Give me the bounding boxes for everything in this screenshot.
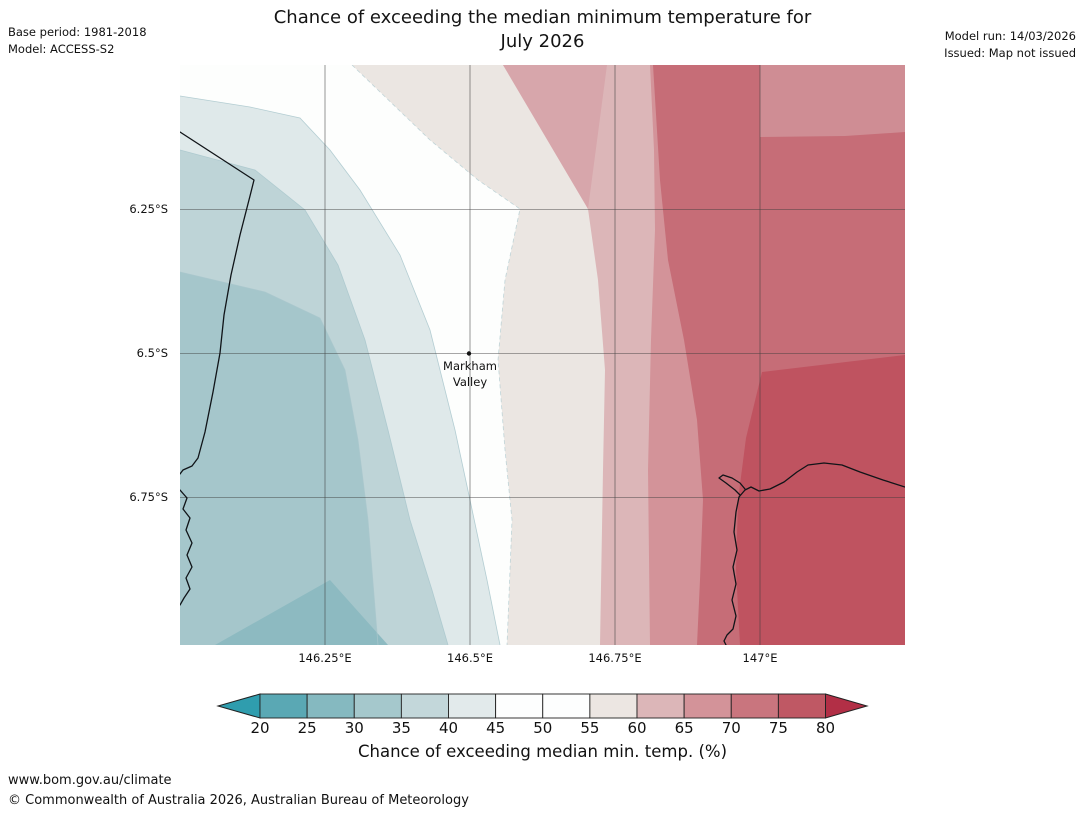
colorbar-tick-label: 40 <box>438 719 459 737</box>
colorbar-cell <box>683 693 732 719</box>
lon-tick-147e: 147°E <box>742 651 778 665</box>
colorbar <box>216 693 869 719</box>
colorbar-tick-label: 20 <box>250 719 270 737</box>
contour-line-faint-1 <box>180 95 501 645</box>
band-75-80 <box>736 355 905 645</box>
footer-copyright: © Commonwealth of Australia 2026, Austra… <box>8 793 469 808</box>
colorbar-cell <box>589 693 638 719</box>
page-title-line1: Chance of exceeding the median minimum t… <box>273 7 812 28</box>
model-run-text: Model run: 14/03/2026 <box>944 29 1076 43</box>
model-meta-left: Base period: 1981-2018 Model: ACCESS-S2 <box>8 24 147 58</box>
page-title-line2: July 2026 <box>500 31 585 52</box>
band-65-70-top-right-corner <box>760 65 905 137</box>
contour-line-faint-2 <box>180 149 449 645</box>
colorbar-tick-label: 60 <box>627 719 647 737</box>
band-30-35 <box>180 272 378 645</box>
colorbar-tick-label: 65 <box>674 719 694 737</box>
coastline-west-inlet <box>180 489 193 606</box>
colorbar-cell <box>400 693 449 719</box>
lon-tick-146-5e: 146.5°E <box>447 651 493 665</box>
coastline-west <box>180 131 255 475</box>
colorbar-tick-label: 35 <box>391 719 411 737</box>
model-name-text: Model: ACCESS-S2 <box>8 42 115 56</box>
colorbar-caption: Chance of exceeding median min. temp. (%… <box>357 742 728 761</box>
page-title: Chance of exceeding the median minimum t… <box>0 6 1085 54</box>
lat-tick-6-5s: 6.5°S <box>136 346 168 360</box>
coastlines <box>180 131 905 645</box>
location-marker-dot <box>466 351 472 356</box>
lon-tick-146-25e: 146.25°E <box>298 651 352 665</box>
lat-tick-6-75s: 6.75°S <box>129 490 168 504</box>
location-label: Markham Valley <box>410 358 530 390</box>
colorbar-arrow-left <box>216 693 261 719</box>
colorbar-cell <box>448 693 497 719</box>
colorbar-arrow-right <box>825 693 869 719</box>
colorbar-tick-label: 70 <box>721 719 741 737</box>
colorbar-cell <box>777 693 826 719</box>
colorbar-cell <box>636 693 685 719</box>
colorbar-tick-label: 45 <box>486 719 506 737</box>
colorbar-cell <box>495 693 544 719</box>
contour-line-faint-4 <box>351 65 521 645</box>
contour-line-faint-3 <box>180 271 379 645</box>
colorbar-cell <box>259 693 308 719</box>
colorbar-cell <box>730 693 779 719</box>
colorbar-tick-label: 25 <box>297 719 317 737</box>
colorbar-tick-label: 30 <box>344 719 364 737</box>
band-25-30 <box>215 580 388 645</box>
colorbar-cell <box>306 693 355 719</box>
location-label-line1: Markham <box>443 359 497 373</box>
base-period-text: Base period: 1981-2018 <box>8 25 147 39</box>
colorbar-tick-label: 50 <box>533 719 553 737</box>
map-gridlines <box>180 65 905 645</box>
lat-tick-6-25s: 6.25°S <box>129 202 168 216</box>
colorbar-cell <box>542 693 591 719</box>
colorbar-tick-label: 75 <box>768 719 788 737</box>
map-canvas <box>180 65 905 645</box>
lon-tick-146-75e: 146.75°E <box>588 651 642 665</box>
coastline-east <box>723 462 905 645</box>
colorbar-tick-label: 55 <box>580 719 600 737</box>
location-label-line2: Valley <box>452 375 488 389</box>
coastline-east-spur <box>718 474 746 496</box>
model-meta-right: Model run: 14/03/2026 Issued: Map not is… <box>944 28 1076 62</box>
colorbar-cell <box>353 693 402 719</box>
footer-url: www.bom.gov.au/climate <box>8 773 172 788</box>
colorbar-tick-label: 80 <box>815 719 836 737</box>
issued-text: Issued: Map not issued <box>944 46 1076 60</box>
band-60-65-top-wedge <box>503 65 607 209</box>
